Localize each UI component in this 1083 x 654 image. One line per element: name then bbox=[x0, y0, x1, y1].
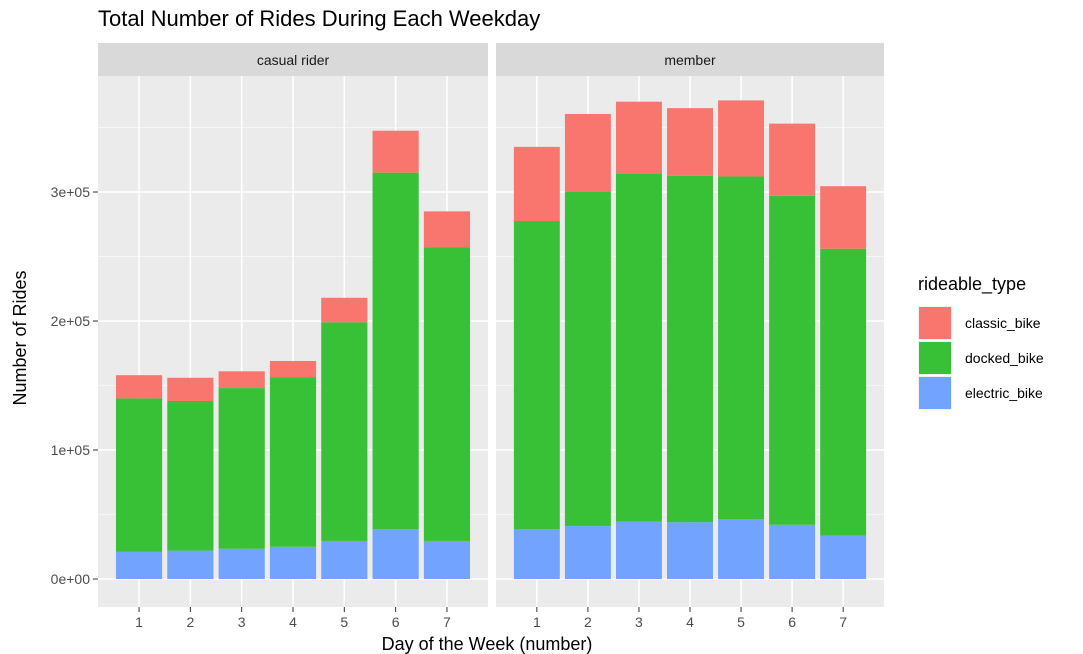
x-tick-label: 5 bbox=[737, 614, 745, 630]
x-tick-label: 3 bbox=[238, 614, 246, 630]
bar-electric_bike-day-1 bbox=[513, 529, 560, 579]
bar-electric_bike-day-5 bbox=[718, 519, 765, 579]
bar-docked_bike-day-6 bbox=[372, 172, 419, 530]
bar-electric_bike-day-2 bbox=[167, 550, 214, 579]
legend-label-docked_bike: docked_bike bbox=[965, 350, 1044, 366]
chart-title: Total Number of Rides During Each Weekda… bbox=[98, 6, 540, 31]
bar-classic_bike-day-2 bbox=[564, 113, 611, 192]
x-tick-label: 4 bbox=[289, 614, 297, 630]
bar-classic_bike-day-4 bbox=[269, 360, 317, 378]
bar-docked_bike-day-7 bbox=[423, 247, 471, 541]
bar-electric_bike-day-6 bbox=[769, 524, 816, 579]
y-axis: 0e+00 1e+05 2e+05 3e+05 bbox=[51, 184, 98, 587]
panel-casual-rider: casual rider 1 2 3 4 5 6 7 bbox=[98, 43, 488, 630]
y-axis-title: Number of Rides bbox=[10, 270, 30, 405]
bar-electric_bike-day-2 bbox=[564, 526, 611, 579]
bar-docked_bike-day-1 bbox=[513, 221, 560, 530]
bar-docked_bike-day-5 bbox=[321, 322, 368, 541]
panels-layer: casual rider 1 2 3 4 5 6 7 member 1 2 3 4 5 6 7 bbox=[98, 43, 884, 630]
x-tick-label: 7 bbox=[839, 614, 847, 630]
legend-label-classic_bike: classic_bike bbox=[965, 315, 1041, 331]
bar-classic_bike-day-3 bbox=[218, 371, 265, 389]
bar-classic_bike-day-7 bbox=[820, 186, 867, 249]
bar-docked_bike-day-2 bbox=[564, 192, 611, 527]
x-tick-label: 1 bbox=[135, 614, 143, 630]
legend-key-electric_bike bbox=[919, 377, 951, 409]
facet-strip-label: member bbox=[664, 52, 716, 68]
bar-electric_bike-day-5 bbox=[321, 540, 368, 579]
x-tick-label: 1 bbox=[533, 614, 541, 630]
bar-classic_bike-day-1 bbox=[513, 146, 560, 222]
y-tick-label: 1e+05 bbox=[51, 442, 91, 458]
bar-docked_bike-day-3 bbox=[615, 173, 662, 522]
x-tick-label: 2 bbox=[584, 614, 592, 630]
x-tick-label: 4 bbox=[686, 614, 694, 630]
bar-docked_bike-day-1 bbox=[115, 398, 163, 552]
bar-electric_bike-day-3 bbox=[218, 548, 265, 579]
bar-electric_bike-day-7 bbox=[820, 535, 867, 579]
bar-docked_bike-day-7 bbox=[820, 248, 867, 536]
x-tick-label: 5 bbox=[340, 614, 348, 630]
x-tick-label: 3 bbox=[635, 614, 643, 630]
bar-electric_bike-day-6 bbox=[372, 529, 419, 579]
bar-classic_bike-day-6 bbox=[769, 123, 816, 196]
bar-classic_bike-day-6 bbox=[372, 130, 419, 173]
bar-electric_bike-day-4 bbox=[667, 522, 713, 579]
bar-docked_bike-day-3 bbox=[218, 388, 265, 549]
y-tick-label: 0e+00 bbox=[51, 571, 91, 587]
bar-electric_bike-day-7 bbox=[423, 540, 471, 579]
bar-classic_bike-day-2 bbox=[167, 377, 214, 401]
legend-key-classic_bike bbox=[919, 307, 951, 339]
x-tick-label: 2 bbox=[186, 614, 194, 630]
bar-electric_bike-day-4 bbox=[269, 546, 317, 579]
x-axis-title: Day of the Week (number) bbox=[382, 634, 593, 654]
facet-strip-label: casual rider bbox=[257, 52, 330, 68]
bar-docked_bike-day-6 bbox=[769, 195, 816, 525]
bar-electric_bike-day-3 bbox=[615, 521, 662, 579]
bar-docked_bike-day-4 bbox=[667, 175, 713, 523]
bar-electric_bike-day-1 bbox=[115, 551, 163, 579]
bar-classic_bike-day-5 bbox=[321, 297, 368, 323]
x-tick-label: 7 bbox=[443, 614, 451, 630]
x-tick-label: 6 bbox=[392, 614, 400, 630]
bar-classic_bike-day-1 bbox=[115, 375, 163, 399]
y-tick-label: 2e+05 bbox=[51, 313, 91, 329]
x-tick-label: 6 bbox=[788, 614, 796, 630]
bar-classic_bike-day-4 bbox=[667, 108, 713, 176]
bar-classic_bike-day-7 bbox=[423, 211, 471, 248]
y-tick-label: 3e+05 bbox=[51, 184, 91, 200]
legend-title: rideable_type bbox=[918, 274, 1026, 295]
facet-strip bbox=[98, 43, 488, 76]
bar-classic_bike-day-5 bbox=[718, 100, 765, 177]
bar-docked_bike-day-4 bbox=[269, 377, 317, 547]
facet-strip bbox=[496, 43, 884, 76]
legend-key-docked_bike bbox=[919, 342, 951, 374]
legend: rideable_type classic_bike docked_bikeele… bbox=[918, 274, 1044, 410]
bar-docked_bike-day-5 bbox=[718, 176, 765, 520]
legend-label-electric_bike: electric_bike bbox=[965, 385, 1043, 401]
bar-docked_bike-day-2 bbox=[167, 400, 214, 551]
bar-classic_bike-day-3 bbox=[615, 101, 662, 174]
panel-member: member 1 2 3 4 5 6 7 bbox=[496, 43, 884, 630]
